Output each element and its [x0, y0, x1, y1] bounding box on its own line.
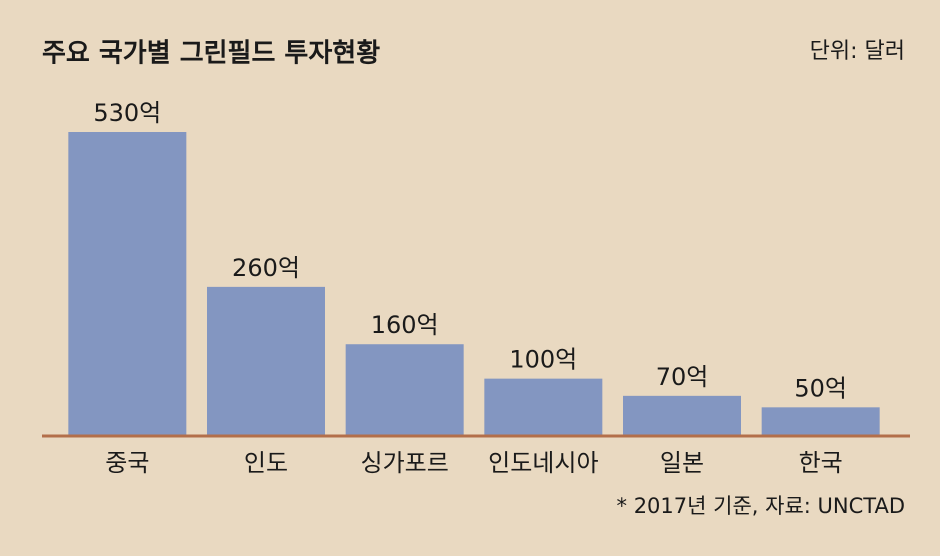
bar [623, 395, 741, 436]
value-label: 530억 [93, 99, 161, 127]
x-tick-label: 인도네시아 [488, 449, 598, 477]
x-tick-label: 일본 [660, 449, 704, 477]
unit-note: 단위: 달러 [810, 39, 905, 64]
x-tick-label: 중국 [105, 449, 149, 477]
value-label: 70억 [656, 363, 709, 391]
value-label: 160억 [371, 311, 439, 339]
chart-title: 주요 국가별 그린필드 투자현황 [42, 39, 380, 69]
x-tick-label: 인도 [244, 449, 288, 477]
x-tick-label: 한국 [799, 449, 843, 477]
bar [484, 378, 603, 436]
value-label: 100억 [509, 346, 577, 374]
value-label: 260억 [232, 254, 300, 282]
value-label: 50억 [794, 374, 847, 402]
bar [345, 344, 464, 436]
source-note: * 2017년 기준, 자료: UNCTAD [617, 494, 905, 518]
bar [68, 132, 187, 436]
x-tick-label: 싱가포르 [361, 449, 449, 477]
bar [207, 286, 325, 436]
bar [761, 407, 880, 436]
